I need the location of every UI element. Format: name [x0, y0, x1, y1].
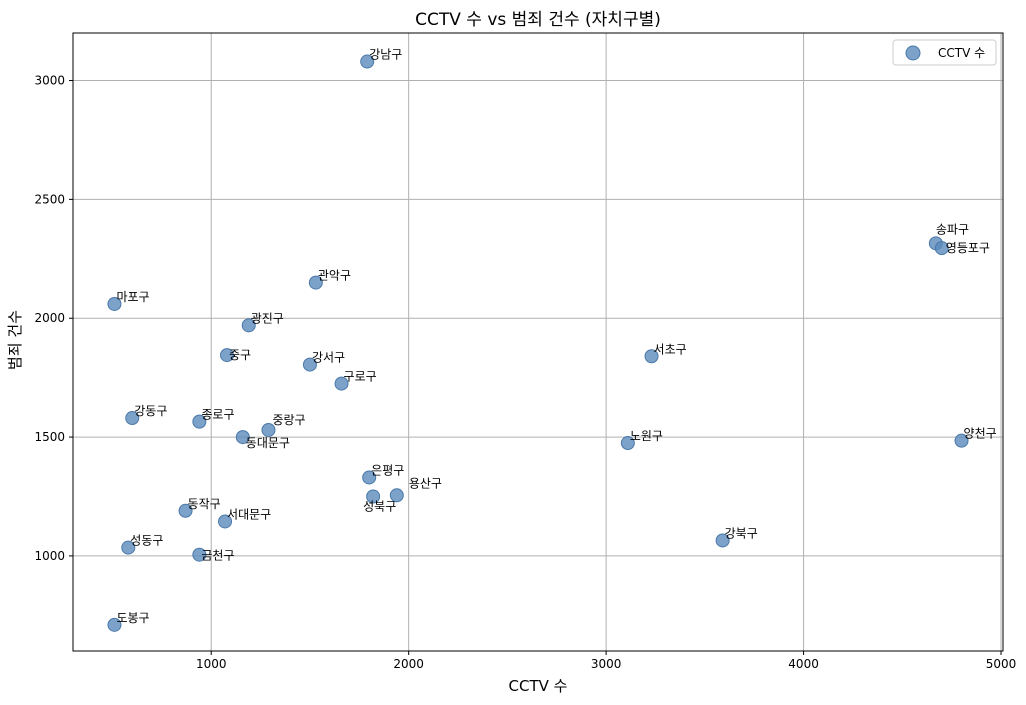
data-point — [125, 411, 140, 426]
point-label: 강동구 — [134, 404, 167, 418]
y-axis-title: 범죄 건수 — [6, 310, 24, 370]
point-label: 성동구 — [130, 534, 163, 548]
point-label: 송파구 — [936, 222, 969, 236]
data-point — [235, 430, 250, 445]
grid-lines — [73, 33, 1003, 651]
data-point — [308, 275, 323, 290]
data-point — [220, 348, 235, 363]
data-point — [218, 514, 233, 529]
point-label: 강남구 — [369, 48, 402, 62]
x-axis-title: CCTV 수 — [509, 677, 568, 695]
legend-label: CCTV 수 — [938, 46, 985, 60]
point-label: 관악구 — [318, 269, 351, 283]
point-label: 은평구 — [371, 463, 404, 477]
point-label: 광진구 — [251, 311, 284, 325]
point-label: 양천구 — [964, 426, 997, 441]
y-tick-label: 1500 — [34, 430, 65, 444]
legend-box — [892, 39, 997, 66]
data-point — [360, 54, 375, 69]
legend-marker — [905, 45, 921, 61]
point-label: 강서구 — [312, 351, 345, 365]
point-label: 동대문구 — [246, 436, 290, 450]
point-label: 서대문구 — [227, 507, 271, 521]
data-point — [334, 376, 349, 391]
point-label: 중랑구 — [272, 413, 305, 427]
data-point — [302, 357, 317, 372]
data-point — [192, 547, 207, 562]
plot-frame — [72, 32, 1004, 652]
data-point — [954, 433, 969, 448]
y-axis-ticks: 1000 1500 2000 2500 3000 — [34, 74, 73, 563]
point-label: 강북구 — [725, 526, 758, 540]
point-label: 노원구 — [630, 429, 663, 443]
chart-title: CCTV 수 vs 범죄 건수 (자치구별) — [415, 10, 661, 30]
point-label: 마포구 — [116, 290, 149, 304]
data-point — [366, 489, 381, 504]
x-tick-label: 3000 — [591, 657, 622, 671]
point-label: 서초구 — [654, 342, 687, 356]
data-point — [107, 617, 122, 632]
data-point — [715, 533, 730, 548]
data-point — [644, 349, 659, 364]
legend: CCTV 수 — [892, 39, 997, 66]
data-point — [192, 414, 207, 429]
point-label: 금천구 — [201, 548, 234, 563]
data-points — [107, 54, 969, 632]
data-point — [389, 488, 404, 503]
point-label: 중구 — [229, 348, 251, 362]
data-point — [241, 318, 256, 333]
x-tick-label: 1000 — [196, 657, 227, 671]
y-tick-label: 3000 — [34, 74, 65, 88]
point-label: 성북구 — [363, 500, 396, 514]
data-point — [107, 296, 122, 311]
point-label: 도봉구 — [116, 611, 149, 625]
data-point — [362, 470, 377, 485]
data-point — [121, 540, 136, 555]
y-tick-label: 2000 — [34, 311, 65, 325]
x-tick-label: 4000 — [788, 657, 819, 671]
y-tick-label: 2500 — [34, 192, 65, 206]
point-label: 동작구 — [188, 497, 221, 511]
x-axis-ticks: 1000 2000 3000 4000 5000 — [196, 651, 1016, 671]
point-label: 영등포구 — [946, 241, 990, 255]
point-label: 구로구 — [344, 370, 377, 384]
data-point — [261, 422, 276, 437]
x-tick-label: 5000 — [986, 657, 1017, 671]
data-point — [178, 503, 193, 518]
y-tick-label: 1000 — [34, 549, 65, 563]
point-label: 종로구 — [201, 408, 234, 422]
x-tick-label: 2000 — [393, 657, 424, 671]
point-label: 용산구 — [409, 476, 442, 490]
data-point — [620, 436, 635, 451]
data-point — [934, 241, 949, 256]
